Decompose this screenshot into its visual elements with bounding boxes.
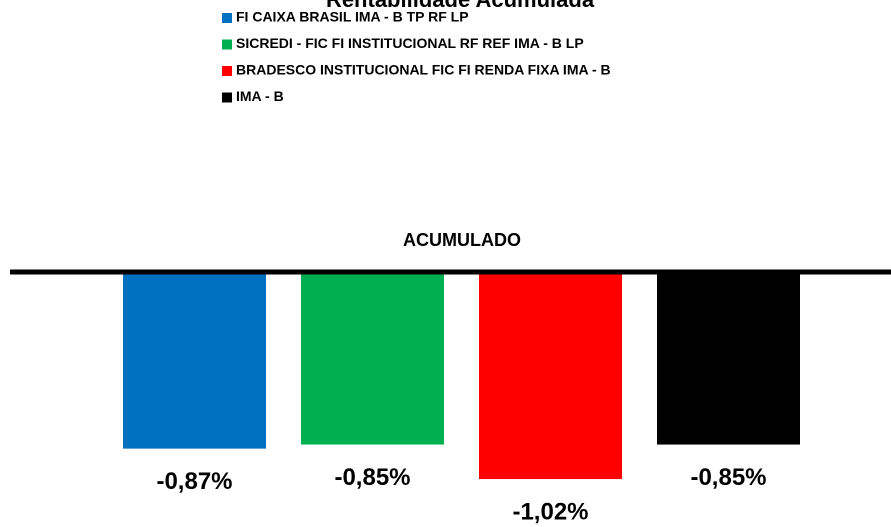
category-label: ACUMULADO xyxy=(403,230,521,250)
chart-title: Rentabilidade Acumulada xyxy=(326,0,595,12)
legend-swatch xyxy=(222,13,232,23)
bar xyxy=(657,272,800,445)
legend-swatch xyxy=(222,66,232,76)
bar xyxy=(301,272,444,445)
legend-label: IMA - B xyxy=(236,88,284,104)
legend-label: BRADESCO INSTITUCIONAL FIC FI RENDA FIXA… xyxy=(236,62,611,78)
data-label: -0,85% xyxy=(334,464,410,491)
data-label: -1,02% xyxy=(512,498,588,525)
legend-label: SICREDI - FIC FI INSTITUCIONAL RF REF IM… xyxy=(236,35,584,51)
data-label: -0,85% xyxy=(690,464,766,491)
bar xyxy=(123,272,266,449)
bar xyxy=(479,272,622,480)
legend-swatch xyxy=(222,39,232,50)
data-label: -0,87% xyxy=(156,468,232,495)
legend-swatch xyxy=(222,92,232,103)
legend-label: FI CAIXA BRASIL IMA - B TP RF LP xyxy=(236,9,469,25)
